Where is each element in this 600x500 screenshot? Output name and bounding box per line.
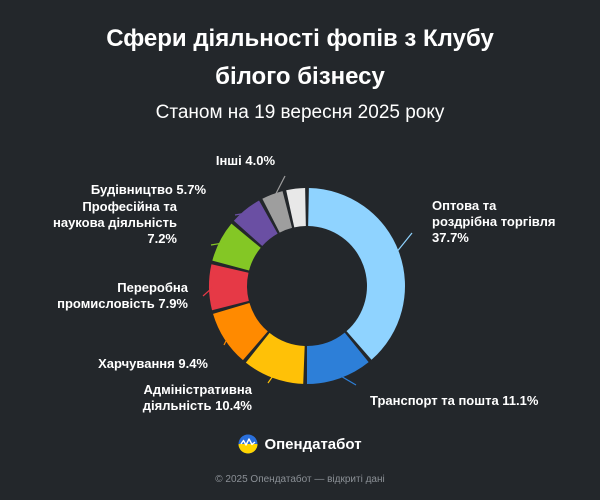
donut-slice-3: [245, 332, 305, 384]
leader-line-1: [394, 232, 413, 255]
slice-label-1: Оптова та роздрібна торгівля 37.7%: [432, 198, 555, 245]
donut-slice-6: [212, 223, 261, 271]
footer-copyright: © 2025 Опендатабот — відкриті дані: [215, 474, 385, 485]
donut-slice-1: [308, 188, 405, 360]
slice-label-6: Професійна та наукова діяльність 7.2%: [53, 199, 178, 246]
chart-title: Сфери діяльності фопів з Клубу білого бі…: [0, 20, 600, 96]
donut-slice-9: [286, 188, 306, 228]
leader-line-5: [202, 286, 214, 297]
slice-label-4: Харчування 9.4%: [98, 356, 208, 371]
slice-label-5: Переробна промисловість 7.9%: [57, 280, 189, 311]
chart-subtitle: Станом на 19 вересня 2025 року: [155, 102, 445, 123]
leader-line-3: [267, 373, 275, 384]
donut-slice-8: [262, 191, 293, 233]
donut-slice-5: [208, 264, 249, 311]
brand: Опендатабот: [0, 434, 600, 454]
leader-line-7: [234, 212, 249, 216]
donut-slice-7: [233, 200, 278, 247]
slice-label-8: Інші 4.0%: [216, 153, 276, 168]
leader-line-2: [338, 374, 357, 386]
slice-label-7: Будівництво 5.7%: [91, 182, 207, 197]
leader-line-6: [210, 242, 224, 246]
donut-slice-4: [213, 303, 268, 361]
donut-slice-2: [306, 332, 369, 385]
slice-label-3: Адміністративна діяльність 10.4%: [143, 382, 253, 413]
leader-line-4: [223, 336, 229, 346]
opendatabot-logo-icon: [238, 434, 258, 454]
leader-line-8: [273, 175, 286, 199]
chart-title-line-1: Сфери діяльності фопів з Клубу: [106, 25, 494, 52]
slice-label-2: Транспорт та пошта 11.1%: [370, 393, 539, 408]
brand-name: Опендатабот: [264, 435, 362, 453]
chart-title-line-2: білого бізнесу: [215, 63, 385, 90]
